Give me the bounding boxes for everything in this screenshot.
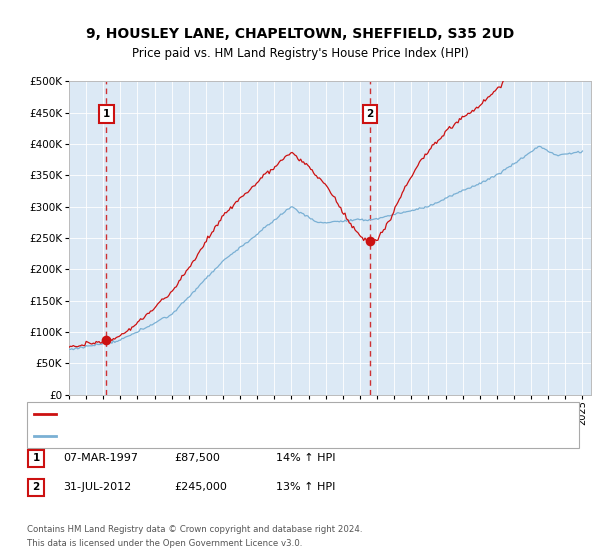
Text: 31-JUL-2012: 31-JUL-2012 (63, 482, 131, 492)
Text: 07-MAR-1997: 07-MAR-1997 (63, 452, 138, 463)
Text: HPI: Average price, detached house, Sheffield: HPI: Average price, detached house, Shef… (62, 431, 290, 441)
Text: 1: 1 (103, 109, 110, 119)
Text: 9, HOUSLEY LANE, CHAPELTOWN, SHEFFIELD, S35 2UD: 9, HOUSLEY LANE, CHAPELTOWN, SHEFFIELD, … (86, 27, 514, 41)
Text: Contains HM Land Registry data © Crown copyright and database right 2024.: Contains HM Land Registry data © Crown c… (27, 525, 362, 534)
Text: Price paid vs. HM Land Registry's House Price Index (HPI): Price paid vs. HM Land Registry's House … (131, 46, 469, 60)
Text: 13% ↑ HPI: 13% ↑ HPI (276, 482, 335, 492)
Text: 9, HOUSLEY LANE, CHAPELTOWN, SHEFFIELD, S35 2UD (detached house): 9, HOUSLEY LANE, CHAPELTOWN, SHEFFIELD, … (62, 409, 427, 419)
Text: 2: 2 (366, 109, 374, 119)
Text: £87,500: £87,500 (174, 452, 220, 463)
Text: £245,000: £245,000 (174, 482, 227, 492)
Text: 2: 2 (32, 483, 40, 492)
Text: 14% ↑ HPI: 14% ↑ HPI (276, 452, 335, 463)
Text: 1: 1 (32, 454, 40, 463)
Text: This data is licensed under the Open Government Licence v3.0.: This data is licensed under the Open Gov… (27, 539, 302, 548)
